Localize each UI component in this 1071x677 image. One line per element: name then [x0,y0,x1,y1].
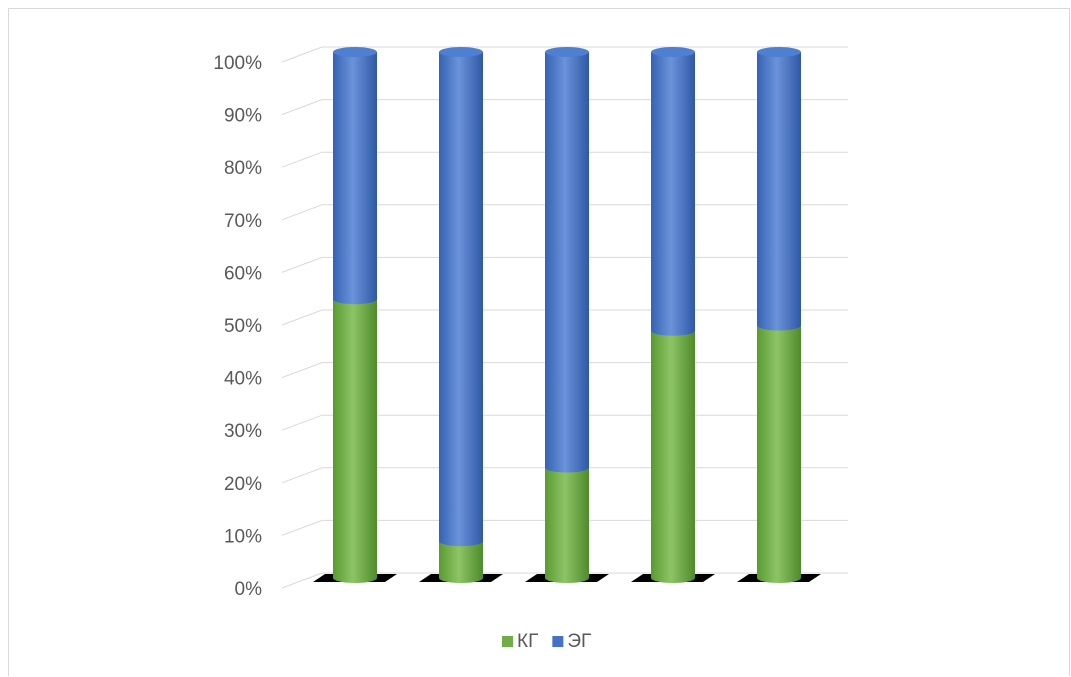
y-tick-label: 80% [224,158,262,179]
y-tick-label: 50% [224,316,262,337]
gridline-side [281,309,323,326]
legend-swatch [552,636,564,647]
bar-segment-bottom [545,462,589,473]
bar-segment-КГ [439,541,483,578]
gridline-side [281,467,323,484]
gridline-side [281,572,323,589]
bar-segment-bottom [757,320,801,331]
gridline-side [281,256,323,273]
bar-segment-cap [651,47,695,57]
bar-segment-ЭГ [333,52,377,300]
y-tick-label: 30% [224,421,262,442]
bars [333,47,801,583]
y-tick-label: 70% [224,211,262,232]
bar-segment-ЭГ [439,52,483,542]
bar-segment-КГ [757,325,801,578]
bar-segment-bottom [439,536,483,547]
chart-frame [8,8,1070,676]
gridline-side [281,151,323,168]
bar-segment-ЭГ [651,52,695,331]
gridline-side [281,99,323,116]
legend-label: КГ [517,631,538,652]
bar-segment-ЭГ [545,52,589,468]
bar-segment-bottom [651,325,695,336]
y-tick-label: 20% [224,474,262,495]
bar-segment-КГ [545,467,589,578]
gridline-side [281,46,323,63]
gridline-side [281,362,323,379]
gridline-side [281,414,323,431]
bar-segment-cap [757,47,801,57]
bar-segment-bottom [757,573,801,583]
bar-segment-cap [545,47,589,57]
y-tick-label: 60% [224,263,262,284]
y-tick-label: 100% [213,53,262,74]
y-tick-label: 0% [235,579,263,600]
bar-segment-cap [439,47,483,57]
bar-segment-ЭГ [757,52,801,326]
bar-segment-КГ [651,330,695,578]
legend-swatch [502,636,513,647]
bar-segment-bottom [651,573,695,583]
y-tick-label: 90% [224,106,262,127]
bar-segment-bottom [439,573,483,583]
bar-segment-КГ [333,299,377,578]
bar-segment-bottom [545,573,589,583]
gridline-side [281,519,323,536]
legend: КГ ЭГ [502,631,591,652]
gridline-side [281,204,323,221]
bar-segment-bottom [333,573,377,583]
legend-label: ЭГ [567,631,591,652]
bar-segment-cap [333,47,377,57]
y-axis-tick-labels: 0% 10% 20% 30% 40% 50% 60% 70% 80% 90% 100% [213,53,262,600]
y-tick-label: 40% [224,369,262,390]
y-tick-label: 10% [224,526,262,547]
bar-segment-bottom [333,294,377,305]
